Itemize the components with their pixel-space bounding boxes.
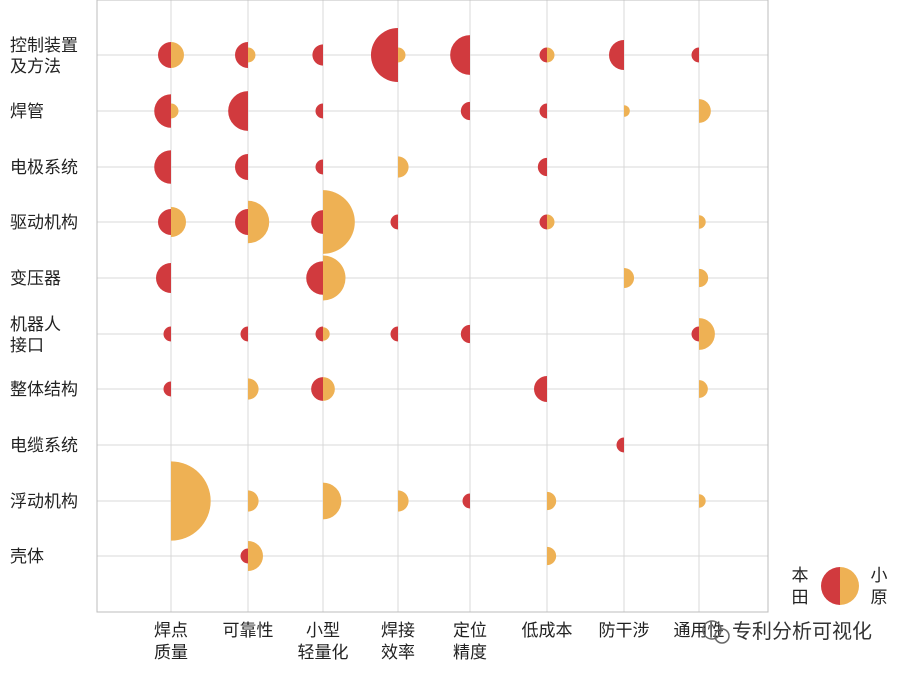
bubble-honda (156, 263, 171, 293)
bubble-honda (312, 44, 323, 66)
bubble-obara (547, 47, 555, 63)
row-label: 电缆系统 (10, 436, 78, 456)
bubble-obara (398, 156, 409, 178)
bubble-obara (323, 190, 355, 254)
bubble-honda (539, 47, 547, 63)
bubble-honda (460, 101, 470, 121)
bubble-honda (158, 42, 171, 68)
bubble-honda (158, 209, 171, 235)
legend-swatch-obara (840, 567, 859, 605)
bubble-obara (699, 215, 706, 229)
bubble-honda (390, 214, 398, 230)
wechat-icon-bubble (714, 628, 730, 644)
bubble-obara (171, 103, 179, 119)
row-label: 焊管 (10, 102, 44, 122)
bubble-obara (699, 99, 711, 123)
bubble-obara (624, 267, 635, 289)
bubble-honda (460, 324, 470, 344)
column-label: 防干涉 (599, 621, 650, 641)
row-label: 壳体 (10, 547, 44, 567)
bubble-obara (171, 461, 211, 541)
bubble-obara (323, 482, 342, 520)
legend-label-honda: 本田 (792, 566, 809, 608)
bubble-honda (315, 103, 323, 119)
bubble-obara (248, 541, 263, 571)
bubble-honda (311, 377, 323, 401)
bubble-honda (691, 47, 699, 63)
bubble-obara (398, 490, 409, 512)
watermark: 专利分析可视化 (702, 619, 872, 644)
watermark-text: 专利分析可视化 (732, 619, 872, 643)
bubble-honda (616, 437, 624, 453)
bubble-obara (699, 268, 709, 288)
bubble-honda (609, 40, 624, 70)
column-label: 焊接效率 (381, 621, 415, 663)
row-label: 电极系统 (10, 158, 78, 178)
bubble-obara (699, 318, 715, 350)
legend: 本田 小原 (792, 566, 888, 608)
grid-lines (97, 0, 768, 612)
bubble-honda (163, 326, 171, 342)
bubble-obara (171, 207, 186, 237)
bubble-obara (547, 491, 557, 511)
bubble-honda (370, 27, 398, 83)
bubble-obara (248, 378, 259, 400)
bubble-obara (171, 42, 184, 68)
bubble-honda (539, 103, 547, 119)
bubble-obara (624, 105, 630, 117)
bubble-honda (390, 326, 398, 342)
row-label: 浮动机构 (10, 492, 78, 512)
bubble-honda (235, 154, 248, 180)
bubble-honda (235, 209, 248, 235)
row-label: 机器人接口 (10, 315, 61, 356)
plot-frame (96, 0, 769, 613)
row-label: 整体结构 (10, 380, 78, 400)
bubble-obara (323, 255, 346, 301)
bubble-honda (539, 214, 547, 230)
bubble-honda (315, 159, 323, 175)
column-label: 可靠性 (223, 621, 274, 641)
bubble-honda (306, 261, 323, 295)
bubble-obara (248, 490, 259, 512)
bubbles (154, 27, 715, 571)
bubble-honda (450, 35, 470, 75)
row-label: 驱动机构 (10, 213, 78, 233)
legend-label-obara: 小原 (871, 566, 888, 608)
bubble-obara (547, 214, 555, 230)
bubble-obara (323, 377, 335, 401)
bubble-obara (248, 200, 270, 244)
column-label: 低成本 (522, 621, 573, 641)
bubble-obara (398, 47, 406, 63)
wechat-icon (702, 620, 722, 640)
column-label: 定位精度 (453, 621, 487, 663)
row-label: 控制装置及方法 (10, 36, 78, 77)
legend-swatch-honda (821, 567, 840, 605)
bubble-honda (154, 94, 171, 128)
bubble-honda (691, 326, 699, 342)
bubble-honda (534, 376, 547, 402)
bubble-obara (699, 380, 708, 398)
row-label: 变压器 (10, 269, 61, 289)
column-label: 焊点质量 (154, 621, 188, 663)
bubble-honda (315, 326, 323, 342)
bubble-honda (154, 150, 171, 184)
column-label: 通用性 (674, 621, 725, 641)
bubble-honda (462, 493, 470, 509)
bubble-honda (228, 91, 248, 131)
bubble-honda (163, 381, 171, 397)
bubble-obara (323, 327, 330, 341)
bubble-obara (248, 47, 256, 63)
bubble-honda (537, 157, 547, 177)
bubble-honda (235, 42, 248, 68)
bubble-honda (240, 326, 248, 342)
bubble-honda (311, 210, 323, 234)
bubble-honda (240, 548, 248, 564)
column-label: 小型轻量化 (298, 621, 349, 663)
bubble-obara (699, 494, 706, 508)
bubble-obara (547, 546, 557, 566)
